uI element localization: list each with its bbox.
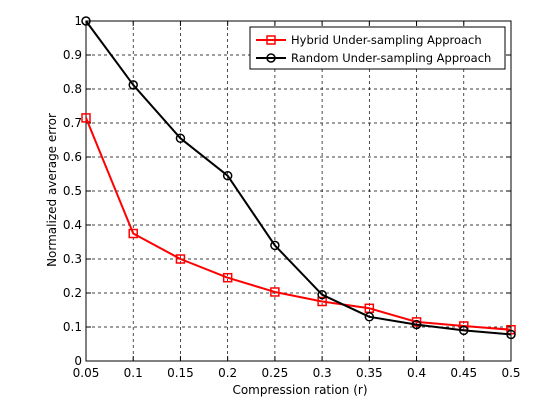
x-tick-label: 0.4: [407, 366, 426, 380]
y-tick-label: 0.7: [63, 116, 82, 130]
x-tick-label: 0.3: [313, 366, 332, 380]
data-point-hybrid: [411, 317, 422, 327]
data-point-random: [317, 289, 327, 300]
data-point-random: [128, 80, 138, 90]
series-line-hybrid: [85, 117, 512, 331]
legend-box: [249, 26, 506, 70]
y-tick-label: 0.6: [63, 150, 82, 164]
data-point-random: [222, 170, 233, 181]
y-axis-label: Normalized average error: [45, 113, 59, 267]
data-point-random: [270, 240, 280, 251]
y-tick-label: 0.9: [63, 48, 82, 62]
data-point-hybrid: [81, 113, 91, 123]
data-point-random: [506, 329, 516, 340]
data-point-random: [411, 319, 422, 330]
y-tick-label: 0.1: [63, 320, 82, 334]
data-point-hybrid: [270, 287, 280, 297]
data-point-hybrid: [222, 272, 233, 283]
legend-label-hybrid: Hybrid Under-sampling Approach: [291, 33, 482, 47]
x-tick-label: 0.1: [124, 366, 143, 380]
axis-tick-labels: 0.05 0.1 0.15 0.2 0.25 0.3 0.35 0.4 0.45 0.5 0 0.1 0…: [63, 14, 521, 380]
data-point-hybrid: [317, 296, 327, 307]
legend: Hybrid Under-sampling Approach Random Un…: [249, 26, 506, 70]
data-point-hybrid: [175, 254, 186, 264]
y-tick-label: 0.3: [63, 252, 82, 266]
y-tick-label: 0.5: [63, 184, 82, 198]
data-point-random: [81, 16, 91, 26]
x-tick-label: 0.15: [167, 366, 194, 380]
x-tick-label: 0.25: [262, 366, 289, 380]
data-point-hybrid: [128, 228, 138, 239]
series-random: [81, 16, 516, 340]
legend-square-marker: [266, 35, 276, 45]
axis-ticks: [85, 20, 512, 362]
x-tick-label: 0.35: [356, 366, 383, 380]
data-point-random: [459, 325, 469, 336]
y-tick-label: 0.2: [63, 286, 82, 300]
data-point-random: [175, 133, 186, 144]
y-tick-label: 0.8: [63, 82, 82, 96]
x-tick-label: 0.5: [501, 366, 520, 380]
x-tick-label: 0.05: [73, 366, 100, 380]
data-point-random: [364, 312, 375, 322]
y-tick-label: 1: [74, 14, 82, 28]
x-axis-label: Compression ration (r): [232, 383, 367, 397]
data-series: [81, 16, 516, 340]
legend-label-random: Random Under-sampling Approach: [291, 51, 491, 65]
x-tick-label: 0.45: [450, 366, 477, 380]
y-tick-label: 0.4: [63, 218, 82, 232]
legend-entry-random: Random Under-sampling Approach: [256, 51, 491, 65]
legend-circle-marker: [266, 53, 276, 63]
x-tick-label: 0.2: [218, 366, 237, 380]
series-line-random: [85, 20, 512, 336]
legend-entry-hybrid: Hybrid Under-sampling Approach: [256, 33, 482, 47]
y-tick-label: 0: [74, 354, 82, 368]
